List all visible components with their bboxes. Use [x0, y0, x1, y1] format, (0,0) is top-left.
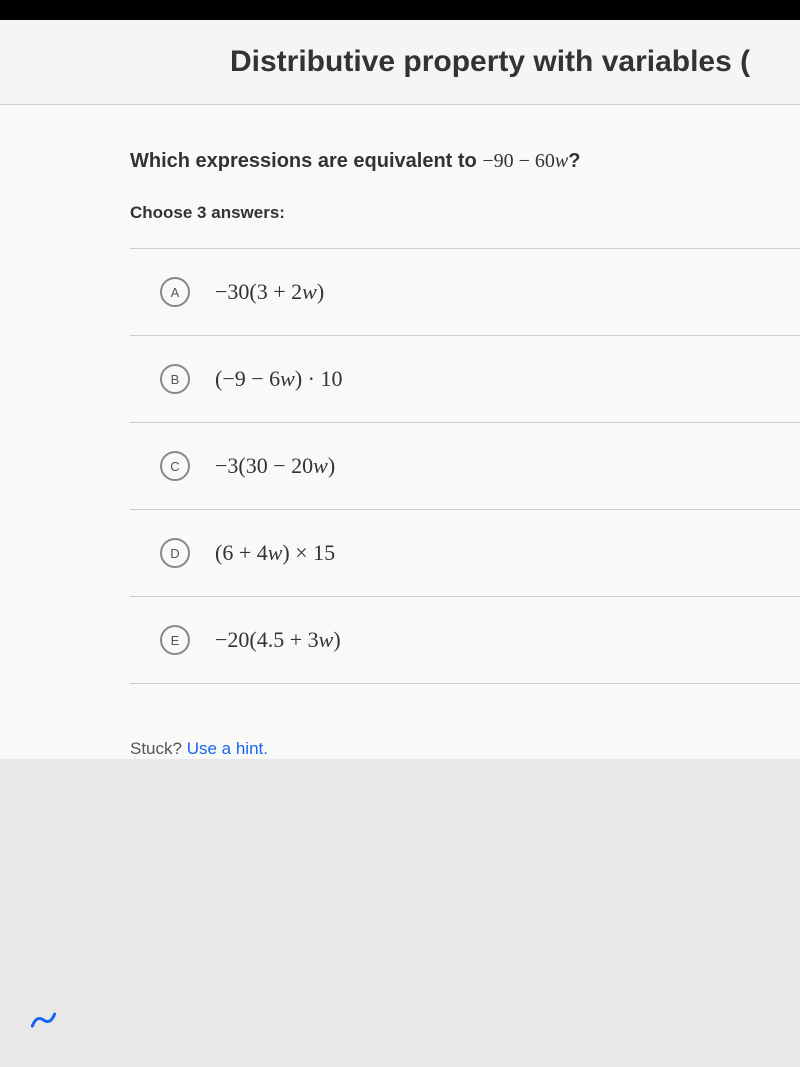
- option-expression-b: (−9 − 6w) · 10: [215, 366, 342, 392]
- options-list: A −30(3 + 2w) B (−9 − 6w) · 10 C −3(30 −…: [130, 248, 800, 684]
- top-black-bar: [0, 0, 800, 20]
- option-expression-a: −30(3 + 2w): [215, 279, 324, 305]
- question-prompt: Which expressions are equivalent to −90 …: [130, 150, 800, 173]
- option-b[interactable]: B (−9 − 6w) · 10: [130, 335, 800, 422]
- page-title: Distributive property with variables (: [0, 45, 800, 79]
- option-expression-d: (6 + 4w) × 15: [215, 540, 335, 566]
- instruction-text: Choose 3 answers:: [130, 203, 800, 223]
- option-expression-c: −3(30 − 20w): [215, 453, 335, 479]
- option-d[interactable]: D (6 + 4w) × 15: [130, 509, 800, 596]
- option-c[interactable]: C −3(30 − 20w): [130, 422, 800, 509]
- stuck-row: Stuck? Use a hint.: [130, 739, 800, 759]
- content-area: Which expressions are equivalent to −90 …: [0, 105, 800, 759]
- prompt-suffix: ?: [568, 150, 580, 172]
- option-expression-e: −20(4.5 + 3w): [215, 627, 341, 653]
- option-badge-d: D: [160, 538, 190, 568]
- option-badge-c: C: [160, 451, 190, 481]
- option-a[interactable]: A −30(3 + 2w): [130, 248, 800, 335]
- option-e[interactable]: E −20(4.5 + 3w): [130, 596, 800, 684]
- prompt-expression: −90 − 60w: [482, 150, 568, 172]
- option-badge-b: B: [160, 364, 190, 394]
- prompt-prefix: Which expressions are equivalent to: [130, 150, 482, 172]
- hint-link[interactable]: Use a hint.: [187, 739, 268, 758]
- squiggle-icon[interactable]: [28, 1007, 60, 1039]
- header-area: Distributive property with variables (: [0, 20, 800, 105]
- stuck-label: Stuck?: [130, 739, 187, 758]
- option-badge-a: A: [160, 277, 190, 307]
- option-badge-e: E: [160, 625, 190, 655]
